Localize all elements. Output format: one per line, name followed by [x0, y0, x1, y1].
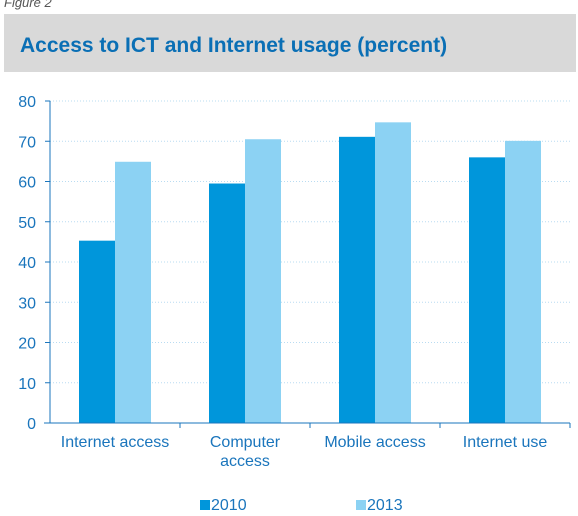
y-tick-label: 70 — [18, 134, 36, 151]
bar-2010-1 — [209, 183, 245, 423]
y-tick-label: 50 — [18, 215, 36, 232]
legend-label: 2013 — [367, 497, 403, 514]
bar-2013-3 — [505, 140, 541, 423]
bar-2013-1 — [245, 139, 281, 424]
bar-2010-2 — [339, 136, 375, 423]
bar-2010-3 — [469, 157, 505, 423]
category-label: access — [220, 453, 270, 470]
bars — [79, 122, 541, 424]
y-tick-label: 10 — [18, 376, 36, 393]
y-tick-label: 80 — [18, 94, 36, 111]
bar-2013-0 — [115, 161, 151, 423]
bar-2013-2 — [375, 122, 411, 424]
legend: 2010 2013 — [200, 497, 403, 514]
y-tick-label: 40 — [18, 255, 36, 272]
y-tick-label: 0 — [27, 416, 36, 433]
title-band: Access to ICT and Internet usage (percen… — [4, 14, 576, 72]
axes — [44, 100, 571, 428]
chart-title: Access to ICT and Internet usage (percen… — [20, 34, 448, 57]
legend-swatch-2010 — [200, 500, 210, 510]
y-tick-label: 20 — [18, 336, 36, 353]
legend-swatch-2013 — [356, 500, 366, 510]
category-label: Computer — [210, 434, 281, 451]
figure-label: Figure 2 — [4, 0, 52, 10]
bar-2010-0 — [79, 240, 115, 423]
category-label: Internet access — [61, 434, 170, 451]
y-tick-labels: 0 10 20 30 40 50 60 70 80 — [18, 94, 36, 433]
category-labels: Internet access Computer access Mobile acce… — [61, 434, 548, 470]
legend-label: 2010 — [211, 497, 247, 514]
y-tick-label: 30 — [18, 295, 36, 312]
category-label: Internet use — [463, 434, 548, 451]
category-label: Mobile access — [324, 434, 425, 451]
y-tick-label: 60 — [18, 175, 36, 192]
